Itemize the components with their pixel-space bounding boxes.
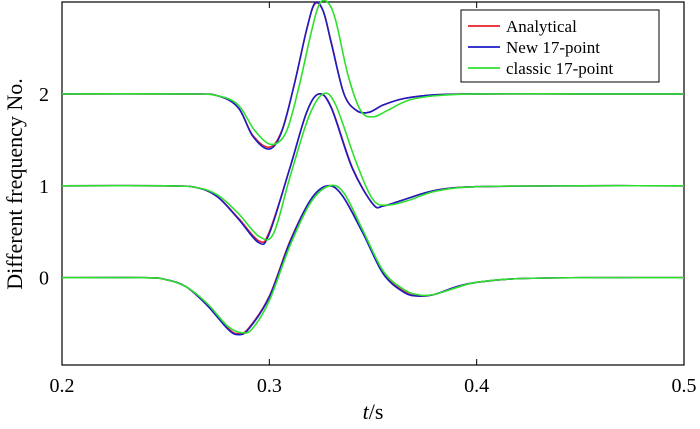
legend: Analytical New 17-point classic 17-point bbox=[460, 9, 660, 83]
y-tick-label: 1 bbox=[39, 176, 49, 198]
series-line-new-17-point-trace-0 bbox=[61, 184, 685, 336]
series-line-analytical-trace-0 bbox=[61, 184, 685, 335]
legend-label-classic-17-point: classic 17-point bbox=[506, 59, 613, 78]
legend-box bbox=[460, 9, 660, 83]
x-tick-label: 0.5 bbox=[672, 375, 697, 397]
y-tick-label: 2 bbox=[39, 84, 49, 106]
series-line-classic-17-point-trace-1 bbox=[61, 92, 685, 241]
series-line-new-17-point-trace-2 bbox=[61, 1, 684, 150]
legend-label-new-17-point: New 17-point bbox=[506, 38, 600, 57]
y-axis-label: Different frequency No. bbox=[2, 78, 27, 290]
x-axis-label: t/s bbox=[363, 399, 384, 424]
x-axis-ticks: 0.2 0.3 0.4 0.5 bbox=[50, 2, 697, 397]
plot-frame bbox=[61, 1, 685, 366]
series-line-classic-17-point-trace-0 bbox=[61, 184, 685, 334]
x-tick-label: 0.2 bbox=[50, 375, 75, 397]
legend-label-analytical: Analytical bbox=[506, 17, 577, 36]
x-tick-label: 0.4 bbox=[464, 375, 489, 397]
x-tick-label: 0.3 bbox=[257, 375, 282, 397]
series-line-analytical-trace-1 bbox=[61, 92, 685, 244]
series-line-classic-17-point-trace-2 bbox=[61, 0, 684, 146]
y-tick-label: 0 bbox=[39, 268, 49, 290]
plot-lines bbox=[61, 0, 685, 336]
